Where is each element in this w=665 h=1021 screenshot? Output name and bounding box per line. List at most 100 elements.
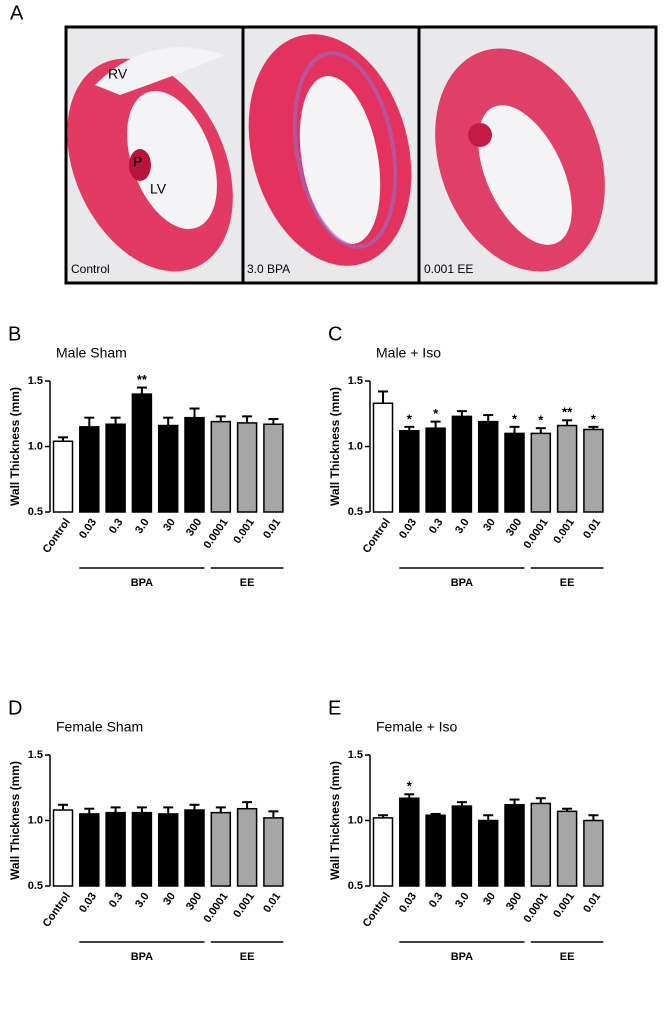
- x-tick-label: 3.0: [133, 517, 152, 536]
- bar: [131, 393, 153, 513]
- bar: [477, 819, 499, 887]
- x-tick-label: 0.01: [581, 517, 603, 541]
- group-label: EE: [560, 577, 575, 589]
- x-tick-label: 0.0001: [522, 891, 551, 925]
- x-tick-label: Control: [361, 517, 393, 556]
- caption: Control: [71, 262, 110, 276]
- x-tick-label: 30: [161, 517, 178, 534]
- significance-label: **: [562, 405, 573, 420]
- significance-label: *: [591, 411, 597, 426]
- group-label: EE: [560, 951, 575, 963]
- bar: [556, 810, 578, 887]
- x-tick-label: 0.03: [397, 517, 419, 541]
- panel-letter: A: [10, 2, 24, 24]
- significance-label: *: [538, 413, 544, 428]
- panel-letter: B: [8, 323, 21, 345]
- y-axis-label: Wall Thickness (mm): [8, 387, 22, 506]
- bar: [399, 797, 420, 887]
- panel-letter: D: [8, 697, 22, 719]
- x-tick-label: 300: [184, 891, 204, 913]
- x-tick-label: 0.3: [427, 891, 446, 910]
- x-tick-label: 30: [161, 891, 178, 908]
- bar: [504, 432, 525, 513]
- x-tick-label: 0.0001: [202, 517, 231, 551]
- papillary: [468, 123, 492, 147]
- chart-title: Female Sham: [56, 719, 143, 735]
- x-tick-label: 0.01: [581, 891, 603, 915]
- bar: [583, 819, 604, 887]
- y-tick-label: 0.5: [28, 506, 43, 518]
- bar: [52, 440, 74, 513]
- x-tick-label: 30: [481, 517, 498, 534]
- bar: [210, 420, 232, 513]
- bar: [451, 415, 473, 513]
- y-tick-label: 1.0: [348, 814, 363, 826]
- x-tick-label: 3.0: [133, 891, 152, 910]
- y-axis-label: Wall Thickness (mm): [8, 761, 22, 880]
- x-tick-label: 300: [184, 517, 204, 539]
- y-tick-label: 1.5: [28, 749, 43, 761]
- y-tick-label: 1.5: [348, 749, 363, 761]
- bar: [263, 817, 284, 887]
- caption: 3.0 BPA: [247, 262, 290, 276]
- lumen: [478, 105, 572, 245]
- x-tick-label: 0.01: [261, 517, 283, 541]
- y-tick-label: 1.0: [28, 814, 43, 826]
- x-tick-label: 0.01: [261, 891, 283, 915]
- bar: [105, 811, 126, 887]
- bar: [399, 430, 420, 513]
- papillary: [129, 149, 151, 181]
- group-label: BPA: [131, 577, 153, 589]
- bar: [451, 805, 473, 887]
- y-axis-label: Wall Thickness (mm): [328, 387, 342, 506]
- y-tick-label: 0.5: [28, 880, 43, 892]
- bar: [372, 402, 394, 513]
- bar: [157, 424, 179, 513]
- wall: [292, 51, 398, 249]
- chart-title: Male + Iso: [376, 345, 441, 361]
- x-tick-label: 300: [504, 891, 524, 913]
- x-tick-label: 0.3: [107, 891, 126, 910]
- region-label: P: [133, 154, 142, 170]
- group-label: BPA: [451, 951, 473, 963]
- x-tick-label: 0.3: [427, 517, 446, 536]
- bar: [425, 814, 446, 887]
- y-tick-label: 1.0: [28, 440, 43, 452]
- y-tick-label: 0.5: [348, 880, 363, 892]
- group-label: BPA: [131, 951, 153, 963]
- bar: [105, 423, 126, 513]
- significance-label: *: [433, 406, 439, 421]
- significance-label: *: [407, 411, 413, 426]
- bar: [263, 423, 284, 513]
- bar: [79, 426, 100, 513]
- bar: [52, 809, 74, 887]
- x-tick-label: 3.0: [453, 891, 472, 910]
- lumen: [127, 90, 217, 230]
- bar: [210, 811, 232, 887]
- x-tick-label: 0.03: [397, 891, 419, 915]
- group-label: EE: [240, 951, 255, 963]
- x-tick-label: 0.001: [551, 517, 577, 546]
- significance-label: *: [512, 411, 518, 426]
- bar: [236, 807, 258, 887]
- panel-letter: E: [328, 697, 341, 719]
- panel-letter: C: [328, 323, 342, 345]
- x-tick-label: 0.03: [77, 891, 99, 915]
- x-tick-label: 300: [504, 517, 524, 539]
- x-tick-label: Control: [41, 891, 73, 930]
- x-tick-label: 0.3: [107, 517, 126, 536]
- lumen: [299, 76, 381, 244]
- x-tick-label: Control: [361, 891, 393, 930]
- bar: [477, 420, 499, 513]
- significance-label: **: [137, 372, 148, 387]
- y-axis-label: Wall Thickness (mm): [328, 761, 342, 880]
- x-tick-label: 3.0: [453, 517, 472, 536]
- x-tick-label: Control: [41, 517, 73, 556]
- x-tick-label: 0.001: [551, 891, 577, 920]
- y-tick-label: 1.0: [348, 440, 363, 452]
- caption: 0.001 EE: [424, 262, 473, 276]
- x-tick-label: 0.001: [231, 517, 257, 546]
- bar: [530, 432, 552, 513]
- x-tick-label: 30: [481, 891, 498, 908]
